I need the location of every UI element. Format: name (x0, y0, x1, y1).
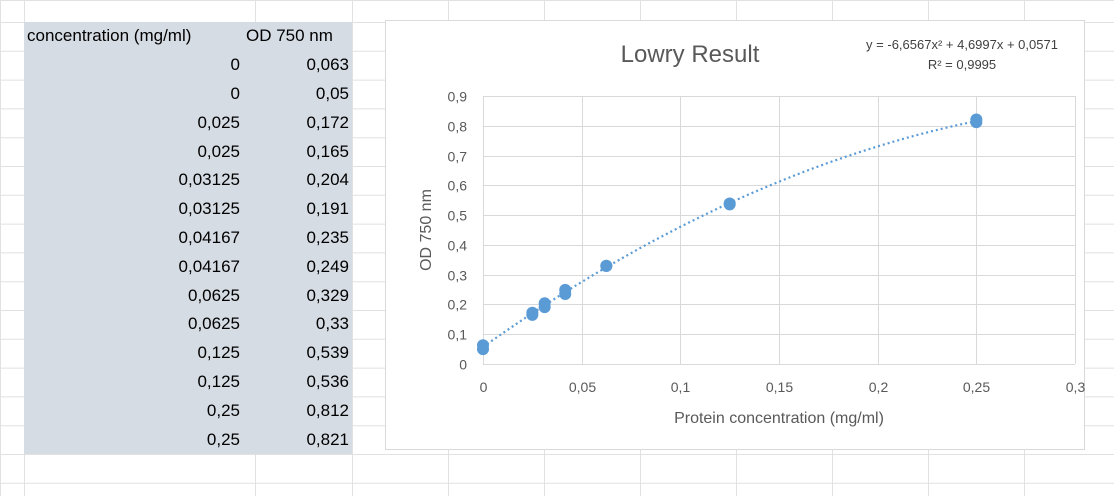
trendline-r-squared[interactable]: R² = 0,9995 (928, 57, 996, 72)
y-tick-label: 0,4 (448, 238, 468, 254)
cell-concentration[interactable]: 0,03125 (178, 199, 240, 219)
cell-concentration[interactable]: 0,04167 (178, 256, 240, 276)
x-axis-label[interactable]: Protein concentration (mg/ml) (674, 410, 884, 427)
x-tick-label: 0 (480, 379, 488, 395)
x-tick-label: 0,05 (569, 379, 596, 395)
table-row: 0,03125 0,191 (24, 195, 352, 224)
cell-od750[interactable]: 0,235 (306, 227, 349, 247)
x-tick-label: 0,1 (671, 379, 691, 395)
cell-concentration[interactable]: 0,0625 (188, 285, 240, 305)
cell-od750[interactable]: 0,191 (306, 199, 349, 219)
cell-od750[interactable]: 0,33 (315, 314, 349, 334)
chart-title[interactable]: Lowry Result (621, 41, 760, 68)
y-tick-label: 0,6 (448, 178, 468, 194)
chart-area[interactable]: 0 0,1 0,2 0,3 0,4 0,5 0,6 0,7 0,8 0,9 0 0,05 0,1 0,15… (385, 20, 1085, 450)
trendline-equation[interactable]: y = -6,6567x² + 4,6997x + 0,0571 (866, 37, 1058, 52)
table-row: 0,125 0,536 (24, 368, 352, 397)
cell-od750[interactable]: 0,05 (315, 83, 349, 103)
table-row: 0,125 0,539 (24, 339, 352, 368)
cell-od750[interactable]: 0,172 (306, 112, 349, 132)
y-tick-label: 0,7 (448, 149, 468, 165)
y-tick-label: 0,1 (448, 327, 468, 343)
cell-concentration[interactable]: 0,025 (197, 112, 240, 132)
cell-od750[interactable]: 0,821 (306, 429, 349, 449)
cell-od750[interactable]: 0,536 (306, 371, 349, 391)
y-axis-label[interactable]: OD 750 nm (418, 189, 435, 271)
x-tick-label: 0,2 (869, 379, 889, 395)
data-point[interactable] (477, 343, 489, 356)
trendline (482, 119, 977, 348)
cell-concentration[interactable]: 0,025 (197, 141, 240, 161)
table-row: 0,0625 0,33 (24, 310, 352, 339)
data-table: concentration (mg/ml) OD 750 nm 0 0,063 0 0… (24, 22, 352, 454)
x-tick-label: 0,25 (963, 379, 990, 395)
table-row: 0,25 0,812 (24, 396, 352, 425)
x-tick-label: 0,3 (1066, 379, 1086, 395)
y-tick-label: 0 (459, 357, 467, 373)
cell-concentration[interactable]: 0,125 (197, 343, 240, 363)
y-tick-label: 0,2 (448, 297, 468, 313)
y-tick-label: 0,3 (448, 268, 468, 284)
cell-concentration[interactable]: 0,03125 (178, 170, 240, 190)
table-row: 0 0,063 (24, 51, 352, 80)
cell-concentration[interactable]: 0,125 (197, 371, 240, 391)
cell-concentration[interactable]: 0 (230, 55, 240, 75)
cell-od750[interactable]: 0,249 (306, 256, 349, 276)
cell-concentration[interactable]: 0,25 (206, 400, 240, 420)
table-row: 0 0,05 (24, 80, 352, 109)
table-row: 0,025 0,165 (24, 137, 352, 166)
cell-od750[interactable]: 0,063 (306, 55, 349, 75)
data-point[interactable] (526, 308, 539, 321)
y-tick-label: 0,8 (448, 119, 468, 135)
scatter-chart: 0 0,1 0,2 0,3 0,4 0,5 0,6 0,7 0,8 0,9 0 0,05 0,1 0,15… (418, 37, 1086, 427)
table-row: 0,04167 0,235 (24, 224, 352, 253)
table-row: 0,25 0,821 (24, 425, 352, 454)
y-tick-label: 0,9 (448, 89, 468, 105)
table-row: 0,03125 0,204 (24, 166, 352, 195)
table-row: 0,0625 0,329 (24, 281, 352, 310)
table-row: 0,025 0,172 (24, 108, 352, 137)
x-tick-label: 0,15 (766, 379, 793, 395)
cell-od750[interactable]: 0,165 (306, 141, 349, 161)
cell-od750[interactable]: 0,329 (306, 285, 349, 305)
column-header-od750[interactable]: OD 750 nm (246, 26, 333, 46)
cell-concentration[interactable]: 0,04167 (178, 227, 240, 247)
data-point[interactable] (559, 283, 572, 296)
cell-concentration[interactable]: 0,25 (206, 429, 240, 449)
cell-od750[interactable]: 0,539 (306, 343, 349, 363)
table-header-row: concentration (mg/ml) OD 750 nm (24, 22, 352, 51)
data-point[interactable] (723, 198, 736, 211)
data-point[interactable] (600, 259, 613, 272)
cell-concentration[interactable]: 0 (230, 83, 240, 103)
y-tick-label: 0,5 (448, 208, 468, 224)
data-point[interactable] (538, 301, 551, 314)
data-point[interactable] (970, 113, 983, 126)
cell-od750[interactable]: 0,204 (306, 170, 349, 190)
table-row: 0,04167 0,249 (24, 252, 352, 281)
cell-od750[interactable]: 0,812 (306, 400, 349, 420)
column-header-concentration[interactable]: concentration (mg/ml) (27, 26, 192, 46)
cell-concentration[interactable]: 0,0625 (188, 314, 240, 334)
